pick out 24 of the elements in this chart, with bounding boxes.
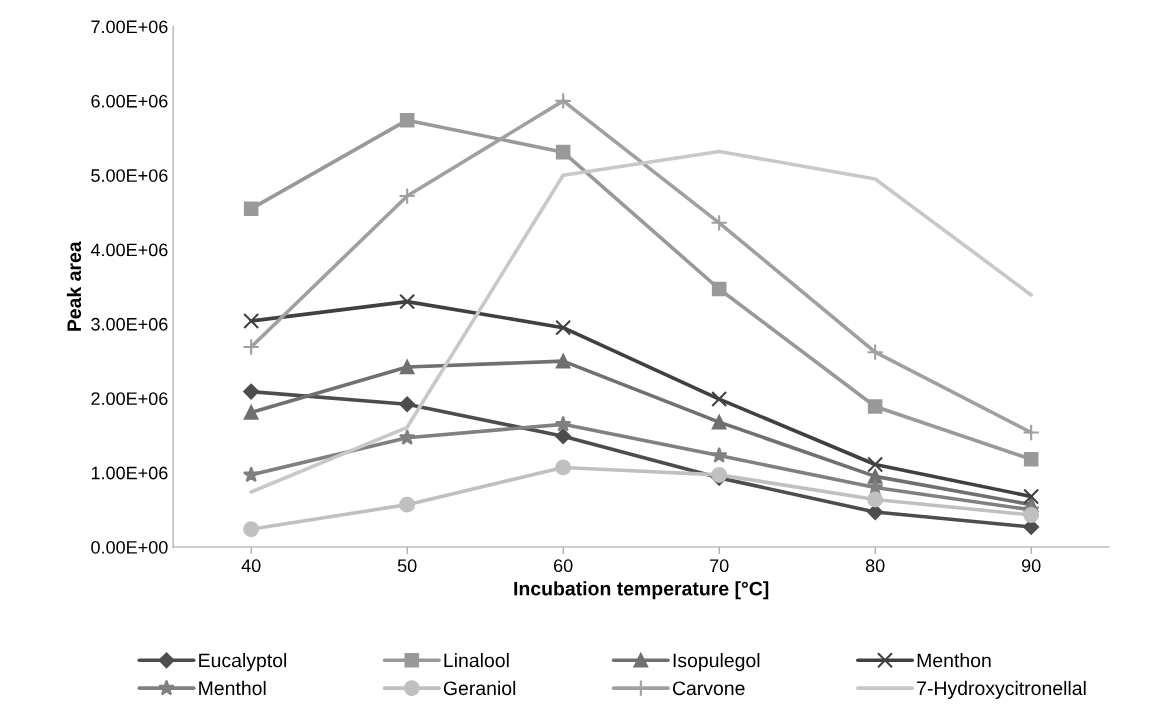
- y-tick-label: 2.00E+06: [91, 392, 168, 406]
- x-tick-label: 50: [397, 559, 417, 573]
- y-tick-label: 3.00E+06: [91, 317, 168, 331]
- y-tick-label: 0.00E+00: [91, 540, 168, 554]
- x-tick-label: 60: [554, 559, 573, 573]
- x-tick-label: 40: [241, 559, 261, 573]
- x-axis-title: Incubation temperature [°C]: [514, 581, 769, 600]
- y-tick-label: 5.00E+06: [91, 169, 168, 182]
- legend-label: Carvone: [672, 681, 745, 696]
- legend-label: Menthol: [199, 680, 266, 696]
- legend-label: Eucalyptol: [199, 653, 287, 672]
- legend-label: Isopulegol: [673, 653, 760, 672]
- x-tick-label: 70: [710, 559, 729, 573]
- legend-label: 7-Hydroxycitronellal: [917, 680, 1086, 699]
- y-tick-label: 1.00E+06: [91, 466, 168, 480]
- y-tick-label: 7.00E+06: [91, 20, 168, 34]
- y-tick-label: 4.00E+06: [90, 243, 168, 257]
- x-tick-label: 90: [1021, 559, 1041, 573]
- y-tick-label: 6.00E+06: [91, 94, 168, 108]
- legend-label: Geraniol: [443, 680, 516, 696]
- legend-label: Linalool: [444, 653, 509, 668]
- y-axis-title: Peak area: [66, 241, 82, 331]
- legend-label: Menthon: [917, 653, 991, 668]
- x-tick-label: 80: [865, 559, 885, 573]
